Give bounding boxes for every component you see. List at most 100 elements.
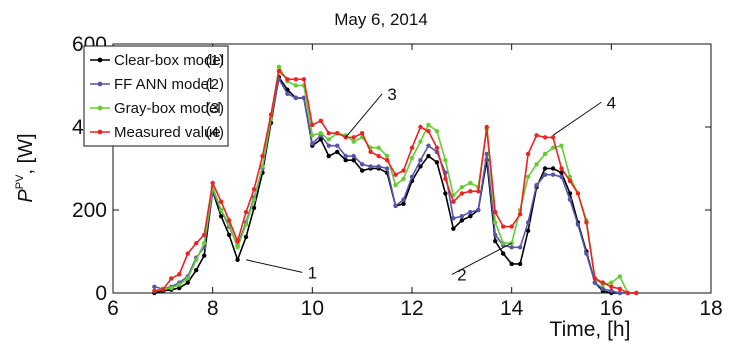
data-point-clear-box-model (343, 158, 348, 163)
data-point-clear-box-model (351, 158, 356, 163)
annotation-label-1: 1 (308, 263, 317, 282)
data-point-measured-value (617, 286, 623, 292)
data-point-gray-box-model (542, 151, 548, 157)
x-tick-label: 16 (600, 297, 623, 320)
data-point-clear-box-model (434, 160, 440, 165)
data-point-ff-ann-model (351, 153, 356, 159)
data-point-gray-box-model (218, 207, 224, 213)
data-point-clear-box-model (550, 166, 556, 171)
data-point-gray-box-model (525, 174, 531, 179)
data-point-clear-box-model (218, 214, 224, 219)
data-point-gray-box-model (194, 257, 199, 262)
legend-label: FF ANN model (114, 76, 212, 93)
data-point-clear-box-model (177, 285, 182, 291)
data-point-measured-value (625, 290, 630, 296)
legend-marker (97, 81, 103, 87)
data-point-measured-value (567, 178, 573, 184)
data-point-gray-box-model (567, 174, 573, 179)
data-point-gray-box-model (384, 153, 390, 159)
data-point-ff-ann-model (293, 95, 299, 101)
legend-marker-label: (2) (206, 76, 224, 93)
data-point-gray-box-model (326, 137, 331, 142)
data-point-ff-ann-model (401, 197, 406, 202)
data-point-measured-value (326, 131, 331, 136)
data-point-measured-value (550, 135, 556, 140)
data-point-measured-value (584, 220, 589, 225)
data-point-measured-value (318, 118, 324, 123)
data-point-clear-box-model (201, 253, 207, 258)
annotation-label-3: 3 (387, 85, 396, 104)
data-point-ff-ann-model (335, 143, 340, 148)
data-point-gray-box-model (500, 241, 506, 246)
data-point-measured-value (609, 284, 614, 289)
data-point-measured-value (376, 153, 381, 159)
data-point-measured-value (525, 151, 531, 157)
legend-marker-label: (4) (206, 124, 224, 141)
legend-marker-label: (3) (206, 100, 224, 117)
data-point-ff-ann-model (152, 284, 157, 289)
legend-entry: Gray-box model(3) (90, 100, 224, 117)
data-point-clear-box-model (359, 168, 365, 173)
data-point-measured-value (434, 145, 440, 150)
data-point-measured-value (534, 133, 539, 138)
y-axis-label-sup: PV (14, 174, 26, 189)
data-point-gray-box-model (293, 83, 299, 88)
data-point-ff-ann-model (567, 197, 573, 202)
data-point-ff-ann-model (368, 164, 373, 169)
data-point-measured-value (484, 124, 489, 130)
data-point-ff-ann-model (550, 172, 556, 177)
data-point-measured-value (459, 191, 465, 196)
x-tick-label: 10 (301, 297, 324, 320)
data-point-ff-ann-model (575, 222, 581, 227)
data-point-measured-value (243, 209, 249, 215)
data-point-gray-box-model (351, 139, 356, 144)
data-point-measured-value (509, 224, 514, 229)
y-axis-label-unit: , [W] (15, 133, 37, 174)
data-point-measured-value (559, 166, 564, 171)
data-point-measured-value (335, 131, 340, 136)
data-point-gray-box-model (443, 158, 448, 163)
data-point-gray-box-model (409, 155, 415, 161)
data-point-measured-value (235, 238, 240, 244)
data-point-ff-ann-model (393, 203, 398, 209)
data-point-measured-value (575, 191, 581, 196)
legend-label: Measured value (114, 124, 221, 141)
data-point-measured-value (592, 276, 598, 281)
data-point-ff-ann-model (459, 214, 465, 219)
y-tick-label: 200 (72, 199, 107, 222)
data-point-gray-box-model (310, 133, 315, 138)
data-point-gray-box-model (617, 274, 623, 279)
data-point-measured-value (268, 112, 274, 117)
legend-entry: Measured value(4) (90, 124, 224, 141)
data-point-measured-value (418, 124, 423, 130)
data-point-gray-box-model (177, 282, 182, 287)
data-point-ff-ann-model (476, 207, 481, 213)
data-point-ff-ann-model (285, 91, 290, 97)
data-point-clear-box-model (401, 201, 406, 206)
data-point-measured-value (169, 276, 174, 281)
chart-title: May 6, 2014 (334, 10, 428, 29)
annotation-label-4: 4 (607, 93, 616, 112)
data-point-measured-value (359, 131, 365, 136)
data-point-measured-value (517, 211, 523, 217)
data-point-measured-value (310, 122, 315, 128)
data-point-gray-box-model (251, 197, 257, 202)
data-point-gray-box-model (260, 164, 265, 169)
data-point-measured-value (160, 287, 166, 292)
data-point-ff-ann-model (468, 209, 473, 215)
data-point-measured-value (401, 168, 406, 173)
data-point-measured-value (201, 232, 207, 238)
data-point-clear-box-model (326, 153, 331, 159)
data-point-clear-box-model (251, 205, 257, 211)
data-point-gray-box-model (418, 139, 423, 144)
data-point-clear-box-model (426, 153, 431, 159)
data-point-measured-value (218, 199, 224, 204)
data-point-ff-ann-model (609, 288, 614, 294)
data-point-gray-box-model (376, 145, 381, 150)
legend-box (83, 45, 229, 147)
data-point-ff-ann-model (534, 182, 539, 188)
data-point-ff-ann-model (376, 164, 381, 169)
data-point-measured-value (226, 218, 232, 223)
data-point-measured-value (451, 199, 456, 204)
